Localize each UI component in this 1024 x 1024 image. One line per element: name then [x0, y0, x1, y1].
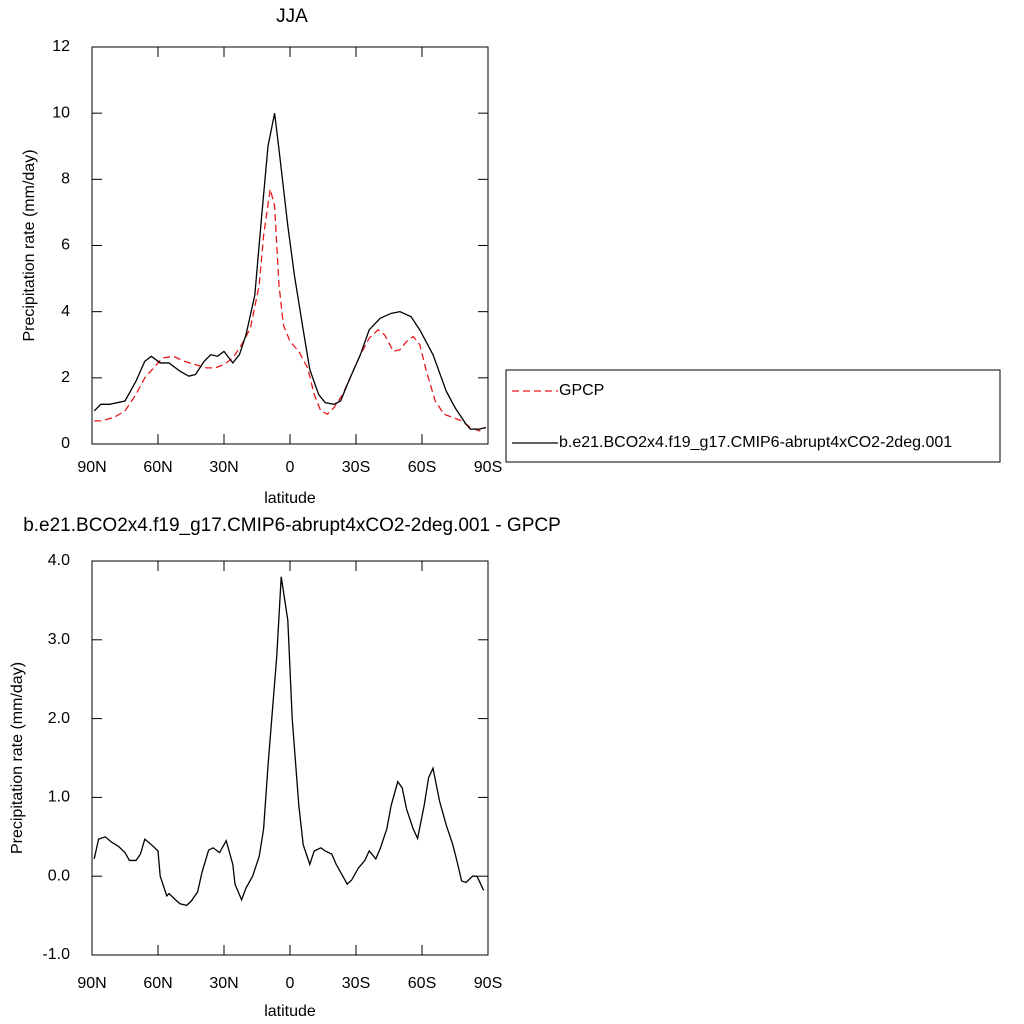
y-tick-label: 6 — [61, 237, 70, 254]
y-tick-label: 3.0 — [48, 631, 70, 648]
data-line — [94, 189, 487, 432]
x-tick-label: 90N — [77, 459, 106, 476]
y-tick-label: 8 — [61, 171, 70, 188]
y-tick-label: 2.0 — [48, 710, 70, 727]
x-tick-label: 60S — [408, 459, 436, 476]
x-tick-label: 90N — [77, 975, 106, 992]
plot-frame — [91, 560, 489, 956]
x-tick-label: 90S — [474, 975, 502, 992]
x-tick-label: 0 — [286, 975, 295, 992]
y-tick-label: 10 — [52, 104, 70, 121]
data-line — [93, 113, 486, 430]
y-tick-label: 4.0 — [48, 552, 70, 569]
y-tick-label: 0 — [61, 435, 70, 452]
y-tick-label: -1.0 — [42, 946, 70, 963]
x-tick-label: 30N — [209, 459, 238, 476]
x-tick-label: 0 — [286, 459, 295, 476]
x-tick-label: 90S — [474, 459, 502, 476]
x-tick-label: 30S — [342, 975, 370, 992]
chart-title: JJA — [276, 6, 308, 27]
y-tick-label: 1.0 — [48, 789, 70, 806]
y-axis-label: Precipitation rate (mm/day) — [9, 662, 26, 854]
data-line — [93, 576, 485, 907]
legend-box — [505, 369, 1001, 463]
x-axis-label: latitude — [264, 1003, 316, 1020]
y-axis-label: Precipitation rate (mm/day) — [21, 149, 38, 341]
x-tick-label: 60S — [408, 975, 436, 992]
y-tick-label: 12 — [52, 38, 70, 55]
legend-label: GPCP — [559, 382, 604, 399]
x-tick-label: 30S — [342, 459, 370, 476]
x-tick-label: 30N — [209, 975, 238, 992]
x-tick-label: 60N — [143, 459, 172, 476]
chart-title: b.e21.BCO2x4.f19_g17.CMIP6-abrupt4xCO2-2… — [23, 515, 561, 536]
x-tick-label: 60N — [143, 975, 172, 992]
y-tick-label: 0.0 — [48, 867, 70, 884]
x-axis-label: latitude — [264, 490, 316, 507]
y-tick-label: 4 — [61, 303, 70, 320]
legend-label: b.e21.BCO2x4.f19_g17.CMIP6-abrupt4xCO2-2… — [559, 434, 952, 451]
y-tick-label: 2 — [61, 369, 70, 386]
